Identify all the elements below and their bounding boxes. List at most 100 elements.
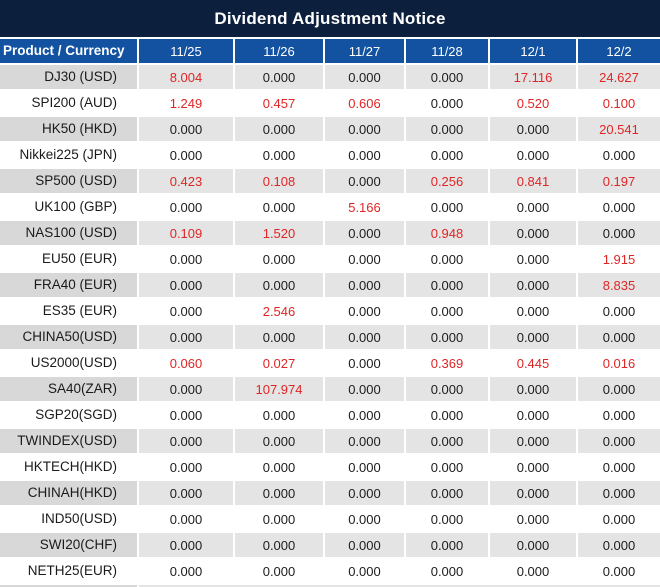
value-cell: 0.000 <box>490 221 576 245</box>
value-cell: 0.000 <box>406 247 488 271</box>
value-cell: 0.445 <box>490 351 576 375</box>
value-cell: 0.000 <box>235 507 323 531</box>
value-cell: 0.000 <box>578 559 660 583</box>
value-cell: 0.000 <box>406 481 488 505</box>
value-cell: 0.000 <box>406 377 488 401</box>
value-cell: 0.000 <box>139 325 233 349</box>
table-row: FRA40 (EUR) 0.000 0.000 0.000 0.000 0.000 8.83… <box>0 273 660 297</box>
table-row: NAS100 (USD) 0.109 1.520 0.000 0.948 0.000 0.0… <box>0 221 660 245</box>
table-row: Nikkei225 (JPN) 0.000 0.000 0.000 0.000 0.000… <box>0 143 660 167</box>
value-cell: 0.000 <box>406 143 488 167</box>
value-cell: 0.000 <box>235 533 323 557</box>
value-cell: 0.000 <box>139 481 233 505</box>
table-row: UK100 (GBP) 0.000 0.000 5.166 0.000 0.000 0.00… <box>0 195 660 219</box>
value-cell: 0.000 <box>490 403 576 427</box>
table-row: CHINA50(USD) 0.000 0.000 0.000 0.000 0.000 0.0… <box>0 325 660 349</box>
table-header-row: Product / Currency 11/25 11/26 11/27 11/28 1… <box>0 39 660 63</box>
value-cell: 0.000 <box>325 377 404 401</box>
product-cell: UK100 (GBP) <box>0 195 137 219</box>
value-cell: 0.000 <box>406 65 488 89</box>
value-cell: 0.000 <box>578 221 660 245</box>
value-cell: 0.000 <box>406 403 488 427</box>
value-cell: 0.000 <box>139 377 233 401</box>
value-cell: 0.000 <box>325 455 404 479</box>
value-cell: 0.000 <box>235 325 323 349</box>
value-cell: 0.256 <box>406 169 488 193</box>
value-cell: 0.000 <box>139 403 233 427</box>
value-cell: 0.000 <box>139 559 233 583</box>
value-cell: 0.000 <box>490 195 576 219</box>
value-cell: 1.249 <box>139 91 233 115</box>
value-cell: 0.000 <box>139 533 233 557</box>
column-header-date: 12/1 <box>490 39 576 63</box>
value-cell: 0.000 <box>325 429 404 453</box>
value-cell: 0.948 <box>406 221 488 245</box>
value-cell: 0.000 <box>490 455 576 479</box>
value-cell: 0.000 <box>578 507 660 531</box>
value-cell: 0.000 <box>406 559 488 583</box>
value-cell: 0.000 <box>578 455 660 479</box>
value-cell: 0.000 <box>139 455 233 479</box>
value-cell: 0.457 <box>235 91 323 115</box>
value-cell: 0.016 <box>578 351 660 375</box>
value-cell: 0.000 <box>235 247 323 271</box>
product-cell: SP500 (USD) <box>0 169 137 193</box>
table-row: HK50 (HKD) 0.000 0.000 0.000 0.000 0.000 20.54… <box>0 117 660 141</box>
product-cell: US2000(USD) <box>0 351 137 375</box>
product-cell: NETH25(EUR) <box>0 559 137 583</box>
value-cell: 0.000 <box>325 403 404 427</box>
value-cell: 0.000 <box>139 247 233 271</box>
value-cell: 0.000 <box>139 117 233 141</box>
value-cell: 0.000 <box>235 455 323 479</box>
value-cell: 0.000 <box>406 195 488 219</box>
value-cell: 0.027 <box>235 351 323 375</box>
value-cell: 0.000 <box>490 507 576 531</box>
value-cell: 17.116 <box>490 65 576 89</box>
title-bar: Dividend Adjustment Notice <box>0 0 660 37</box>
value-cell: 0.000 <box>235 559 323 583</box>
column-header-date: 11/26 <box>235 39 323 63</box>
value-cell: 0.000 <box>490 247 576 271</box>
value-cell: 0.000 <box>578 195 660 219</box>
value-cell: 0.000 <box>490 481 576 505</box>
value-cell: 0.000 <box>325 247 404 271</box>
value-cell: 0.000 <box>490 117 576 141</box>
value-cell: 0.000 <box>578 325 660 349</box>
value-cell: 0.000 <box>578 143 660 167</box>
value-cell: 0.000 <box>235 481 323 505</box>
value-cell: 0.000 <box>325 169 404 193</box>
bottom-strip-label-segment <box>0 585 137 587</box>
value-cell: 0.000 <box>490 429 576 453</box>
product-cell: ES35 (EUR) <box>0 299 137 323</box>
value-cell: 0.000 <box>235 429 323 453</box>
value-cell: 0.000 <box>406 507 488 531</box>
value-cell: 0.000 <box>139 299 233 323</box>
value-cell: 0.000 <box>235 143 323 167</box>
value-cell: 0.000 <box>325 559 404 583</box>
value-cell: 0.369 <box>406 351 488 375</box>
value-cell: 0.000 <box>490 377 576 401</box>
column-header-date: 12/2 <box>578 39 660 63</box>
value-cell: 24.627 <box>578 65 660 89</box>
value-cell: 0.000 <box>406 533 488 557</box>
value-cell: 0.000 <box>490 273 576 297</box>
value-cell: 0.000 <box>578 481 660 505</box>
value-cell: 0.000 <box>139 507 233 531</box>
value-cell: 0.000 <box>490 559 576 583</box>
value-cell: 0.000 <box>490 143 576 167</box>
value-cell: 0.000 <box>139 429 233 453</box>
value-cell: 0.060 <box>139 351 233 375</box>
table-row: SPI200 (AUD) 1.249 0.457 0.606 0.000 0.520 0.1… <box>0 91 660 115</box>
value-cell: 0.520 <box>490 91 576 115</box>
bottom-row-partial <box>0 585 660 587</box>
bottom-strip-cells-segment <box>139 585 660 587</box>
value-cell: 0.841 <box>490 169 576 193</box>
value-cell: 0.000 <box>325 117 404 141</box>
table-row: CHINAH(HKD) 0.000 0.000 0.000 0.000 0.000 0.00… <box>0 481 660 505</box>
value-cell: 0.000 <box>490 299 576 323</box>
value-cell: 0.000 <box>235 117 323 141</box>
value-cell: 0.000 <box>325 299 404 323</box>
value-cell: 0.000 <box>325 507 404 531</box>
value-cell: 0.000 <box>578 299 660 323</box>
value-cell: 0.000 <box>139 143 233 167</box>
